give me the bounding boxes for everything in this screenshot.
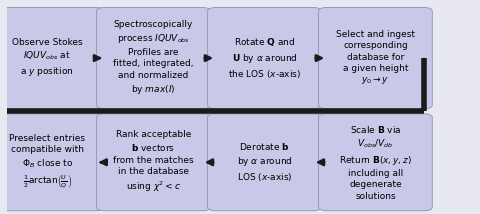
Text: Rotate $\mathbf{Q}$ and
$\mathbf{U}$ by $\alpha$ around
the LOS ($x$-axis): Rotate $\mathbf{Q}$ and $\mathbf{U}$ by … <box>228 36 301 80</box>
Text: Rank acceptable
$\mathbf{b}$ vectors
from the matches
in the database
using $\ch: Rank acceptable $\mathbf{b}$ vectors fro… <box>113 130 194 194</box>
Text: Select and ingest
corresponding
database for
a given height
$y_0 \rightarrow y$: Select and ingest corresponding database… <box>336 30 415 86</box>
FancyBboxPatch shape <box>207 7 321 109</box>
Text: Scale $\mathbf{B}$ via
$\mathit{V}_{\mathit{obs}}/\mathit{V}_{\mathit{db}}$
Retu: Scale $\mathbf{B}$ via $\mathit{V}_{\mat… <box>339 124 412 201</box>
FancyBboxPatch shape <box>319 7 432 109</box>
Text: Spectroscopically
process $\mathit{IQUV}_{\mathit{obs}}$
Profiles are
fitted, in: Spectroscopically process $\mathit{IQUV}… <box>113 20 194 96</box>
Text: Observe Stokes
$\mathit{IQUV}_{\mathit{obs}}$ at
a $y$ position: Observe Stokes $\mathit{IQUV}_{\mathit{o… <box>12 38 83 79</box>
FancyBboxPatch shape <box>96 114 210 211</box>
FancyBboxPatch shape <box>319 114 432 211</box>
FancyBboxPatch shape <box>96 7 210 109</box>
Text: Preselect entries
compatible with
$\Phi_B$ close to
$\frac{1}{2}\arctan\!\left(\: Preselect entries compatible with $\Phi_… <box>9 134 85 191</box>
FancyBboxPatch shape <box>0 114 104 211</box>
FancyBboxPatch shape <box>207 114 321 211</box>
FancyBboxPatch shape <box>0 7 104 109</box>
Text: Derotate $\mathbf{b}$
by $\alpha$ around
LOS ($x$-axis): Derotate $\mathbf{b}$ by $\alpha$ around… <box>237 141 292 183</box>
